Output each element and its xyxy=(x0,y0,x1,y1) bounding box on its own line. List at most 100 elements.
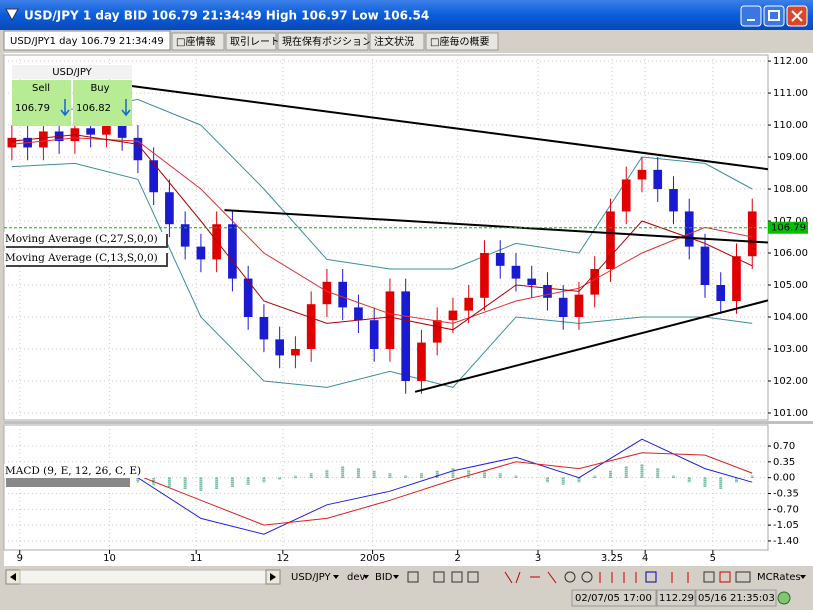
candle-body xyxy=(385,291,395,349)
tab-label: □座情報 xyxy=(176,35,215,48)
candle-body xyxy=(228,224,237,279)
tab-label: USD/JPY1 day 106.79 21:34:49 xyxy=(10,36,164,47)
trend-line xyxy=(224,209,768,244)
trend-line xyxy=(131,85,768,171)
y-tick-label: -0.35 xyxy=(773,488,799,499)
candle-body xyxy=(133,137,143,161)
y-tick-label: 103.00 xyxy=(773,344,808,355)
tab[interactable] xyxy=(277,32,369,51)
tool[interactable] xyxy=(581,571,593,583)
candle-body xyxy=(165,192,174,225)
tool[interactable] xyxy=(564,571,576,583)
icon xyxy=(393,575,399,579)
brand: MCRates xyxy=(757,572,801,583)
tool[interactable] xyxy=(433,571,445,583)
tab[interactable] xyxy=(369,32,425,51)
candle-body xyxy=(432,320,442,343)
tool[interactable] xyxy=(451,571,463,583)
sell-box[interactable] xyxy=(12,80,71,126)
legend-box xyxy=(4,251,166,265)
candle-body xyxy=(574,294,584,317)
maximize[interactable] xyxy=(763,5,785,27)
moving-average xyxy=(11,134,753,331)
feed-select[interactable]: dev xyxy=(347,572,366,583)
icon xyxy=(800,575,806,579)
tab[interactable] xyxy=(3,30,171,51)
panel-divider xyxy=(4,421,813,424)
connection-icon xyxy=(777,591,791,605)
sell-label: Sell xyxy=(32,83,50,94)
tool[interactable] xyxy=(735,571,751,583)
status-cell xyxy=(695,589,777,607)
candle-body xyxy=(39,131,48,148)
quote-header xyxy=(12,65,132,79)
status-text: 112.29 xyxy=(659,593,694,604)
y-tick-label: 104.00 xyxy=(773,312,808,323)
candle-body xyxy=(102,121,111,135)
tab[interactable] xyxy=(171,32,225,51)
moving-average xyxy=(11,137,753,324)
sell-price: 106.79 xyxy=(15,103,50,114)
app-icon xyxy=(5,8,19,22)
tool-icons[interactable] xyxy=(407,571,751,584)
tab[interactable] xyxy=(225,32,277,51)
tool[interactable] xyxy=(703,571,715,583)
y-tick-label: 110.00 xyxy=(773,120,808,131)
y-tick-label: 102.00 xyxy=(773,376,808,387)
scroll-track[interactable] xyxy=(19,569,267,585)
y-tick-label: 106.00 xyxy=(773,248,808,259)
candle-body xyxy=(464,297,474,311)
panel-title: MACD (9, E, 12, 26, C, E) xyxy=(5,465,141,477)
candle-body xyxy=(401,291,411,381)
tool[interactable] xyxy=(719,571,731,583)
candle-body xyxy=(448,310,458,321)
candle-body xyxy=(243,278,253,317)
status-text: 05/16 21:35:03 xyxy=(698,593,775,604)
y-tick-label: -1.05 xyxy=(773,520,799,531)
tool[interactable] xyxy=(645,571,657,583)
candle-body xyxy=(275,339,285,356)
icon xyxy=(270,573,276,581)
icon xyxy=(363,575,369,579)
toolbar-controls: USD/JPY dev BID MCRates xyxy=(5,569,806,585)
buy-box[interactable] xyxy=(73,80,132,126)
y-tick-label: 0.70 xyxy=(773,441,795,452)
candle-body xyxy=(606,211,615,270)
macd-panel xyxy=(3,424,769,551)
y-tick-label: -1.40 xyxy=(773,536,799,547)
candle-body xyxy=(196,246,206,260)
quote-symbol: USD/JPY xyxy=(52,67,92,78)
candle-body xyxy=(590,269,600,295)
tool[interactable] xyxy=(504,571,557,584)
candle-body xyxy=(637,169,647,180)
minimize[interactable] xyxy=(740,5,762,27)
bollinger-band xyxy=(11,98,753,270)
tool[interactable] xyxy=(599,572,689,583)
icon xyxy=(333,575,339,579)
status-cell xyxy=(571,589,657,607)
y-tick-label: 111.00 xyxy=(773,88,808,99)
y-tick-label: 0.00 xyxy=(773,473,795,484)
y-tick-label: 107.00 xyxy=(773,216,808,227)
status-text: 02/07/05 17:00 xyxy=(575,593,652,604)
x-tick-label: 10 xyxy=(103,553,116,564)
window-buttons[interactable] xyxy=(740,5,808,27)
candle-body xyxy=(417,342,426,381)
buy-price: 106.82 xyxy=(76,103,111,114)
legend-box xyxy=(4,464,154,478)
tool[interactable] xyxy=(467,571,479,583)
y-tick-label: 112.00 xyxy=(773,56,808,67)
tab[interactable] xyxy=(425,32,499,51)
candle-body xyxy=(259,316,269,340)
icon xyxy=(747,19,755,21)
candle-body xyxy=(86,128,95,135)
side-select[interactable]: BID xyxy=(375,572,393,583)
tab-label: 注文状況 xyxy=(374,35,414,48)
candle-body xyxy=(653,169,663,190)
candle-body xyxy=(480,253,489,298)
tool[interactable] xyxy=(407,571,419,583)
candle-body xyxy=(747,211,757,257)
tab-label: 現在保有ポジション xyxy=(282,35,372,48)
symbol-select[interactable]: USD/JPY xyxy=(291,572,331,583)
